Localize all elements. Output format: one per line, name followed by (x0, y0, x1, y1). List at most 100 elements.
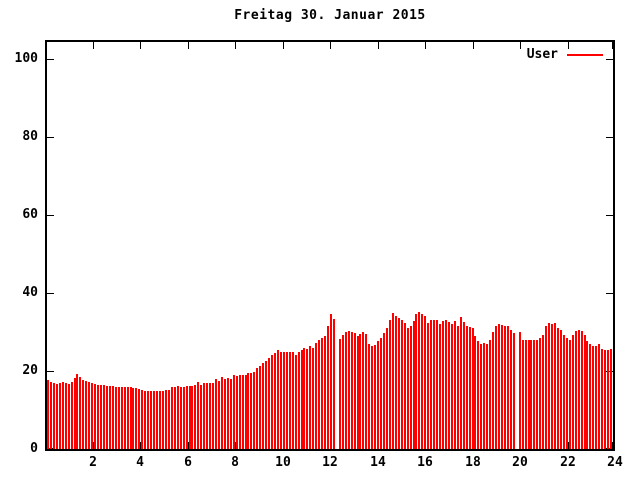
bar (56, 384, 58, 449)
bar (525, 340, 527, 449)
bar (362, 332, 364, 449)
x-tick (188, 442, 189, 449)
bar (592, 346, 594, 449)
bar (330, 314, 332, 449)
bar (557, 328, 559, 449)
bar (221, 377, 223, 449)
bar (348, 331, 350, 449)
x-tick (612, 442, 613, 449)
bar (545, 326, 547, 449)
bar (301, 350, 303, 449)
bar (242, 375, 244, 449)
bar (85, 381, 87, 449)
bar (342, 335, 344, 449)
bar (321, 338, 323, 449)
bar (82, 380, 84, 449)
x-tick-label: 10 (275, 455, 291, 470)
bar (88, 382, 90, 449)
bar (413, 321, 415, 449)
bar (607, 350, 609, 449)
bar (239, 375, 241, 449)
bar (206, 383, 208, 449)
x-tick-label: 20 (512, 455, 528, 470)
bar (130, 387, 132, 449)
bar (374, 345, 376, 449)
bar (292, 352, 294, 449)
bar (230, 379, 232, 449)
bar (483, 343, 485, 449)
bar (551, 324, 553, 449)
bar (392, 313, 394, 449)
legend-label-user: User (526, 47, 558, 62)
y-tick (47, 371, 54, 372)
bar (312, 348, 314, 449)
bar (472, 328, 474, 449)
bar (215, 379, 217, 449)
bar (289, 352, 291, 449)
x-tick (93, 442, 94, 449)
bar (106, 386, 108, 449)
bar (236, 376, 238, 449)
bar (194, 385, 196, 449)
bar (457, 326, 459, 449)
bar (480, 344, 482, 449)
bar (436, 320, 438, 449)
bar (189, 386, 191, 449)
bar (460, 317, 462, 449)
bar (345, 332, 347, 449)
bar (283, 352, 285, 449)
bar (203, 383, 205, 449)
bar (168, 390, 170, 449)
bar (365, 334, 367, 449)
x-tick (612, 42, 613, 49)
bar (448, 322, 450, 449)
bar (121, 387, 123, 449)
x-tick (568, 442, 569, 449)
y-tick (606, 215, 613, 216)
bar (377, 341, 379, 449)
bar (268, 358, 270, 449)
y-tick-label: 0 (30, 441, 38, 456)
bar (610, 349, 612, 449)
bar (522, 340, 524, 449)
bar (253, 372, 255, 449)
bar (262, 363, 264, 449)
bar (135, 388, 137, 449)
bar (595, 346, 597, 449)
bar (153, 391, 155, 449)
bar (401, 320, 403, 449)
bar (91, 383, 93, 449)
bar (162, 391, 164, 449)
x-tick-label: 12 (322, 455, 338, 470)
bar (124, 387, 126, 449)
bar (245, 375, 247, 449)
bar (259, 366, 261, 449)
y-tick (47, 293, 54, 294)
bar (165, 390, 167, 449)
bar (174, 387, 176, 449)
bar (584, 335, 586, 449)
bar (286, 352, 288, 449)
bar (74, 378, 76, 449)
bar (150, 391, 152, 449)
x-tick-label: 4 (136, 455, 144, 470)
x-tick (140, 442, 141, 449)
bar (76, 374, 78, 449)
bar (463, 322, 465, 449)
bar (303, 348, 305, 449)
bar (530, 340, 532, 449)
bar (442, 321, 444, 449)
bar (586, 341, 588, 449)
bar (519, 332, 521, 449)
x-tick (568, 42, 569, 49)
bar (277, 350, 279, 449)
bar (333, 319, 335, 449)
x-tick (473, 42, 474, 49)
bar (410, 326, 412, 449)
bar (513, 333, 515, 449)
bar (295, 355, 297, 449)
x-tick (140, 42, 141, 49)
bar (575, 331, 577, 449)
bar (197, 382, 199, 449)
bar (507, 326, 509, 449)
